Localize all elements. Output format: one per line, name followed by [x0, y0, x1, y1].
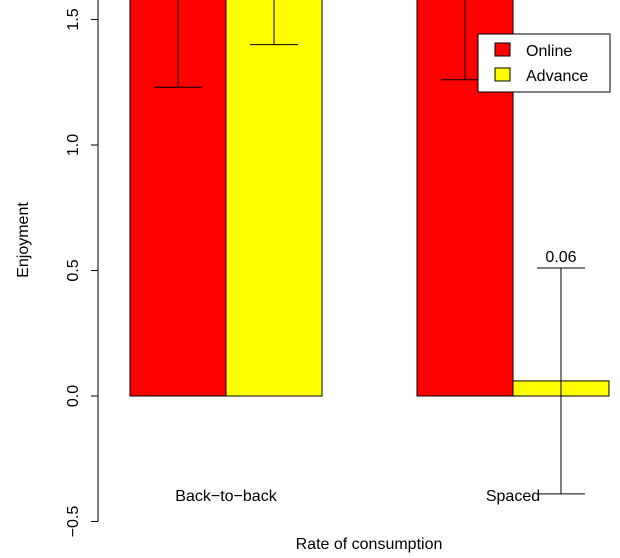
bar-advance-1 [225, 0, 323, 397]
legend: Online Advance [477, 33, 611, 93]
legend-swatch-online [494, 42, 511, 57]
y-tick-label: 0.5 [65, 259, 82, 281]
y-tick-label: 0.0 [65, 385, 82, 407]
x-axis-title: Rate of consumption [296, 536, 443, 553]
legend-label-advance: Advance [526, 68, 588, 85]
x-tick-label: Back−to−back [175, 488, 277, 505]
y-ticks: −0.50.00.51.01.52.02.53.0 [65, 8, 98, 538]
x-tick-labels: Back−to−back Spaced [175, 488, 540, 505]
y-axis: −0.50.00.51.01.52.02.53.0 [65, 0, 99, 538]
y-axis-title: Enjoyment [15, 202, 32, 278]
bars: 1.661.831.710.06 [129, 0, 610, 495]
x-tick-label: Spaced [486, 488, 540, 505]
legend-swatch-advance [494, 67, 511, 82]
y-tick-label: 1.0 [65, 134, 82, 156]
value-label: 0.06 [545, 249, 576, 266]
y-tick-label: 1.5 [65, 8, 82, 30]
legend-label-online: Online [526, 43, 572, 60]
y-tick-label: −0.5 [65, 506, 82, 538]
